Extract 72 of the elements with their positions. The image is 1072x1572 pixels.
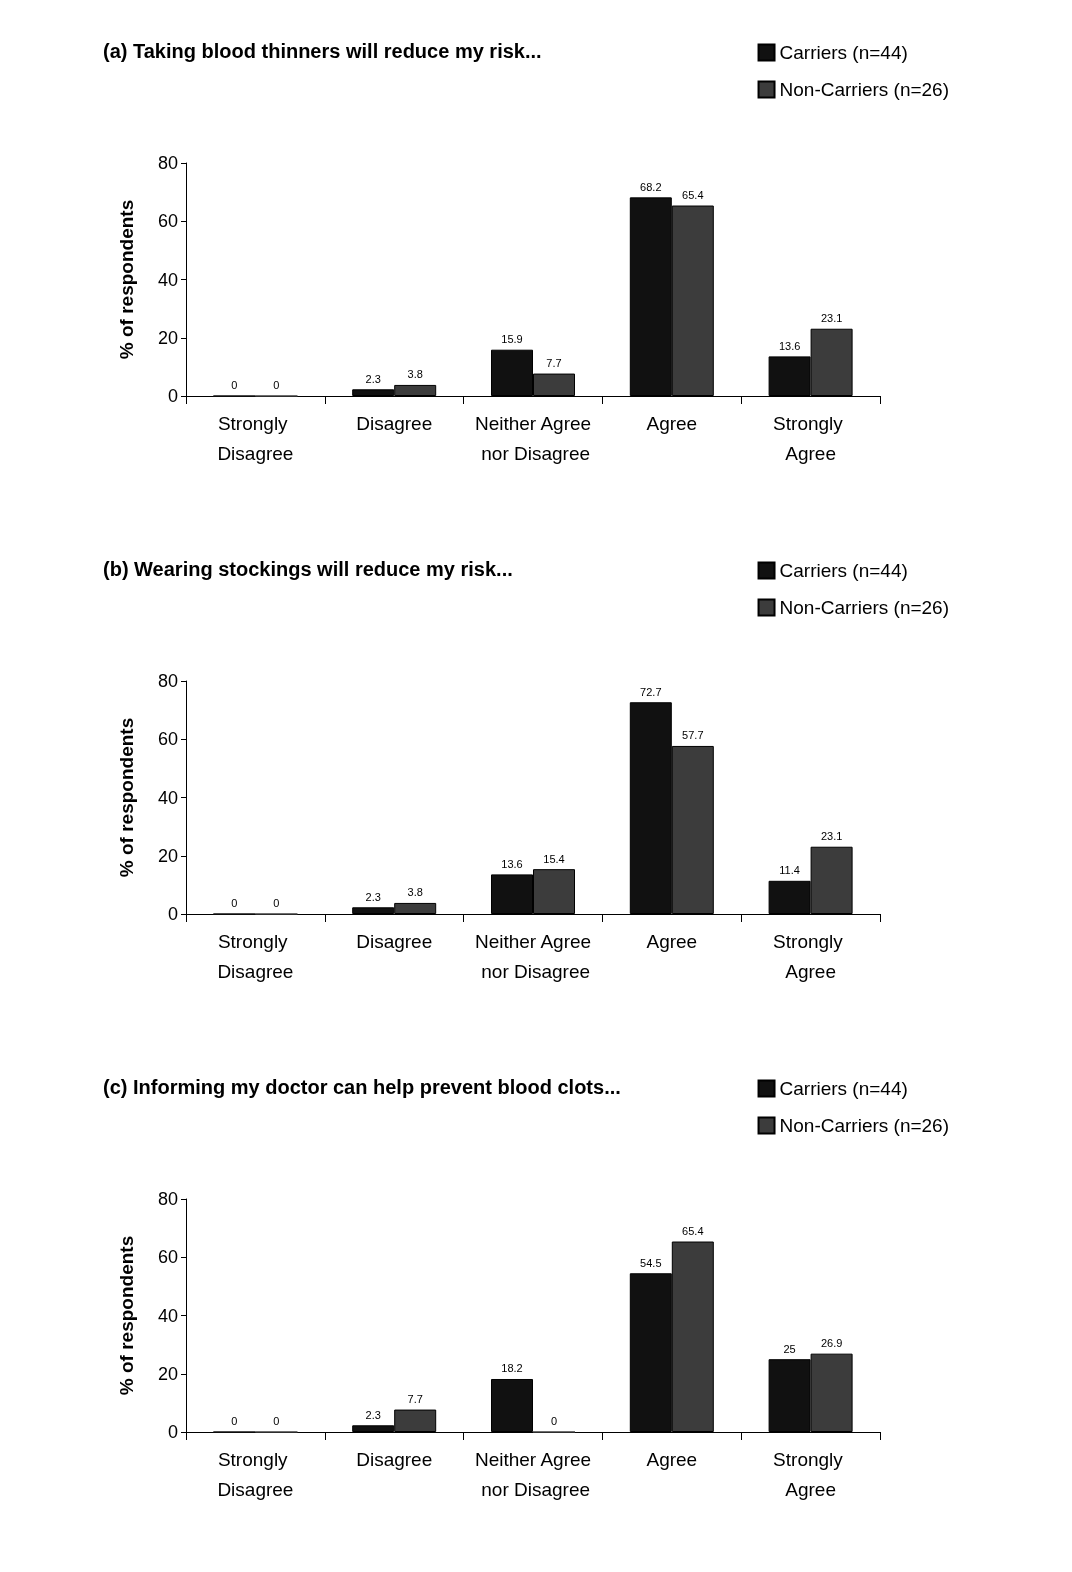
data-label: 54.5 <box>640 1256 662 1269</box>
data-label: 65.4 <box>682 189 704 202</box>
y-tick-label: 40 <box>157 269 178 290</box>
x-tick-label: Disagree <box>356 1448 433 1470</box>
chart-title: (c) Informing my doctor can help prevent blood clots... <box>103 1076 621 1098</box>
x-tick-label: Strongly Disagree <box>217 1448 294 1500</box>
y-tick-label: 20 <box>157 845 178 866</box>
x-tick-label: Strongly Disagree <box>217 412 294 464</box>
y-tick-label: 0 <box>167 386 178 406</box>
legend-label: Non-Carriers (n=26) <box>779 79 950 100</box>
data-label: 7.7 <box>407 1393 423 1406</box>
data-label: 0 <box>231 897 238 909</box>
data-label: 2.3 <box>365 372 381 385</box>
data-label: 0 <box>231 379 238 391</box>
data-label: 13.6 <box>778 339 801 352</box>
x-tick-label: Disagree <box>356 930 433 952</box>
data-label: 7.7 <box>546 357 562 370</box>
data-label: 18.2 <box>501 1362 523 1375</box>
data-label: 68.2 <box>640 180 662 193</box>
data-label: 23.1 <box>820 830 843 843</box>
data-label: 2.3 <box>365 1408 381 1421</box>
x-tick-label: Strongly Agree <box>773 412 849 464</box>
x-tick-label: Neither Agree nor Disagree <box>474 412 592 464</box>
data-label: 2.3 <box>365 890 381 903</box>
legend-label: Carriers (n=44) <box>779 42 908 63</box>
y-tick-label: 60 <box>157 1247 178 1268</box>
data-label: 0 <box>231 1415 238 1427</box>
data-label: 11.4 <box>779 864 800 877</box>
legend-label: Carriers (n=44) <box>779 1078 908 1099</box>
y-tick-label: 0 <box>167 1422 178 1442</box>
y-tick-label: 60 <box>157 211 178 232</box>
data-label: 25 <box>783 1342 796 1355</box>
data-label: 0 <box>273 1415 280 1427</box>
y-axis-title: % of respondents <box>116 199 137 360</box>
y-tick-label: 60 <box>157 729 178 750</box>
y-tick-label: 80 <box>157 1189 178 1209</box>
x-tick-label: Neither Agree nor Disagree <box>474 930 592 982</box>
x-tick-label: Strongly Agree <box>773 1448 849 1500</box>
data-label: 26.9 <box>820 1337 843 1350</box>
legend-label: Non-Carriers (n=26) <box>779 597 950 618</box>
x-tick-label: Neither Agree nor Disagree <box>474 1448 592 1500</box>
data-label: 3.8 <box>407 368 423 381</box>
x-tick-label: Strongly Disagree <box>217 930 294 982</box>
data-label: 65.4 <box>682 1225 704 1238</box>
x-tick-label: Disagree <box>356 412 433 434</box>
chart-title: (b) Wearing stockings will reduce my risk... <box>103 558 513 580</box>
chart-title: (a) Taking blood thinners will reduce my risk... <box>103 40 542 62</box>
y-tick-label: 20 <box>157 1363 178 1384</box>
y-tick-label: 0 <box>167 904 178 924</box>
data-label: 57.7 <box>682 729 704 742</box>
y-tick-label: 80 <box>157 671 178 691</box>
legend-label: Non-Carriers (n=26) <box>779 1115 950 1136</box>
x-tick-label: Agree <box>646 930 698 952</box>
y-tick-label: 20 <box>157 327 178 348</box>
legend-label: Carriers (n=44) <box>779 560 908 581</box>
data-label: 15.4 <box>543 852 565 865</box>
data-label: 72.7 <box>640 685 662 698</box>
data-label: 0 <box>273 379 280 391</box>
x-tick-label: Strongly Agree <box>773 930 849 982</box>
y-tick-label: 40 <box>157 1305 178 1326</box>
x-tick-label: Agree <box>646 1448 698 1470</box>
data-label: 3.8 <box>407 886 423 899</box>
y-axis-title: % of respondents <box>116 1235 137 1396</box>
y-tick-label: 80 <box>157 153 178 173</box>
data-label: 0 <box>550 1415 558 1427</box>
data-label: 0 <box>273 897 280 909</box>
y-tick-label: 40 <box>157 787 178 808</box>
data-label: 13.6 <box>501 857 523 870</box>
x-tick-label: Agree <box>646 412 698 434</box>
y-axis-title: % of respondents <box>116 717 137 878</box>
data-label: 15.9 <box>501 333 523 346</box>
data-label: 23.1 <box>820 312 843 325</box>
